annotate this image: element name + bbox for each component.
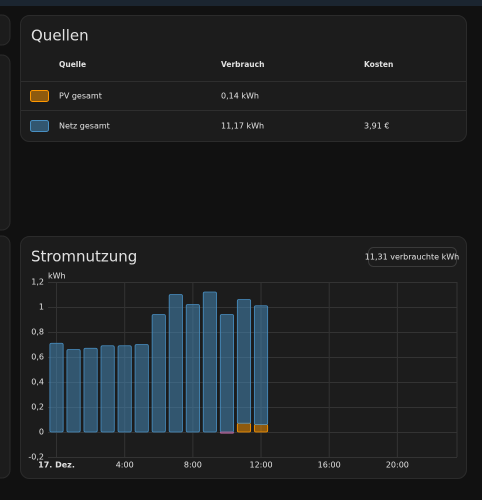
- y-tick-label: 0,4: [31, 378, 44, 387]
- source-consumption: 11,17 kWh: [221, 122, 264, 131]
- x-tick-label: 17. Dez.: [38, 461, 75, 470]
- legend-swatch: [30, 120, 49, 132]
- bar: [236, 422, 252, 433]
- card-title: Quellen: [31, 27, 89, 45]
- bar: [83, 347, 98, 433]
- source-name: PV gesamt: [59, 92, 102, 101]
- y-tick-label: 1,2: [31, 278, 44, 287]
- column-header: Quelle: [59, 60, 86, 69]
- y-tick-label: 0,2: [31, 403, 44, 412]
- x-tick-label: 20:00: [386, 461, 409, 470]
- bar: [253, 305, 269, 425]
- bar: [117, 345, 132, 433]
- x-tick-label: 12:00: [249, 461, 272, 470]
- plot: -0,2 0 0,2 0,4 0,6 0,8 1 1,2 17. Dez. 4:00 8:00 12:…: [28, 278, 458, 470]
- badge-text: 11,31 verbrauchte kWh: [365, 253, 459, 262]
- y-tick-label: 0: [39, 428, 44, 437]
- bar: [168, 294, 183, 433]
- y-axis-label: kWh: [48, 272, 66, 281]
- legend-swatch: [30, 90, 49, 102]
- top-bar: [0, 0, 482, 6]
- source-cost: 3,91 €: [364, 122, 389, 131]
- x-tick-label: 16:00: [318, 461, 341, 470]
- x-tick-label: 8:00: [184, 461, 202, 470]
- column-header: Verbrauch: [221, 60, 264, 69]
- x-tick-label: 4:00: [116, 461, 134, 470]
- bar: [151, 314, 166, 433]
- bar: [49, 342, 64, 433]
- bar: [219, 314, 234, 433]
- bar: [253, 424, 269, 433]
- source-consumption: 0,14 kWh: [221, 92, 259, 101]
- bar: [134, 344, 149, 433]
- chart-title: Stromnutzung: [31, 248, 137, 266]
- bar: [236, 299, 252, 424]
- y-tick-label: 1: [39, 303, 44, 312]
- y-tick-label: 0,6: [31, 353, 44, 362]
- bar: [66, 349, 81, 433]
- badge: [368, 247, 457, 267]
- column-header: Kosten: [364, 60, 393, 69]
- bar: [219, 431, 234, 434]
- side-card: [0, 14, 11, 46]
- source-name: Netz gesamt: [59, 122, 110, 131]
- bar: [100, 345, 115, 433]
- side-card: [0, 54, 11, 231]
- y-tick-label: 0,8: [31, 328, 44, 337]
- table-body: PV gesamt 0,14 kWh Netz gesamt 11,17 kWh 3,9…: [21, 81, 466, 132]
- bar: [185, 304, 200, 433]
- bar: [202, 291, 217, 433]
- side-card: [0, 235, 11, 479]
- y-tick-label: -0,2: [28, 453, 44, 462]
